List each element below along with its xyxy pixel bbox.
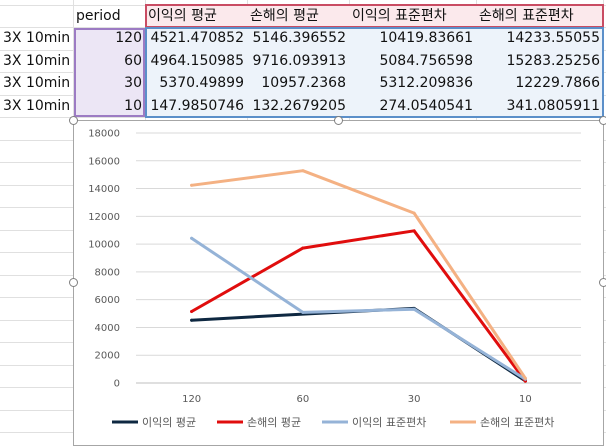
table-row: 3X 10min 60 4964.150985 9716.093913 5084… <box>0 50 606 73</box>
period-cell[interactable]: 120 <box>115 30 142 46</box>
y-tick-label: 2000 <box>95 351 120 362</box>
value-cell[interactable]: 341.0805911 <box>506 98 600 114</box>
chart-frame[interactable]: 0 2000 4000 6000 8000 10000 12000 14000 16000 180… <box>73 120 604 446</box>
range-highlight-values <box>145 27 604 118</box>
col-header-gain-std[interactable]: 이익의 표준편차 <box>352 8 447 24</box>
series-line-1[interactable] <box>190 306 527 383</box>
value-cell[interactable]: 10419.83661 <box>379 30 473 46</box>
data-point[interactable] <box>412 229 416 233</box>
x-tick-label: 120 <box>182 394 201 405</box>
x-tick-label: 10 <box>519 394 532 405</box>
data-point[interactable] <box>190 310 194 314</box>
value-cell[interactable]: 5312.209836 <box>379 75 473 91</box>
value-cell[interactable]: 12229.7866 <box>515 75 600 91</box>
data-point[interactable] <box>301 246 305 250</box>
value-cell[interactable]: 15283.25256 <box>506 53 600 69</box>
data-point[interactable] <box>190 183 194 187</box>
y-tick-label: 12000 <box>88 212 120 223</box>
y-tick-label: 10000 <box>88 240 120 251</box>
y-tick-label: 6000 <box>95 295 120 306</box>
resize-handle-top-left[interactable] <box>69 116 78 125</box>
y-tick-label: 8000 <box>95 267 120 278</box>
col-header-gain-mean[interactable]: 이익의 평균 <box>148 8 217 24</box>
series-line-4[interactable] <box>190 169 527 380</box>
row-name[interactable]: 3X 10min <box>3 75 71 91</box>
value-cell[interactable]: 4521.470852 <box>150 30 244 46</box>
header-row: period 이익의 평균 손해의 평균 이익의 표준편차 손해의 표준편차 <box>0 5 606 28</box>
data-point[interactable] <box>301 310 305 314</box>
x-tick-label: 60 <box>297 394 310 405</box>
legend-label[interactable]: 손해의 표준편차 <box>480 415 554 429</box>
data-point[interactable] <box>301 169 305 173</box>
row-name[interactable]: 3X 10min <box>3 53 71 69</box>
resize-handle-middle-left[interactable] <box>69 278 78 287</box>
x-tick-label: 30 <box>408 394 421 405</box>
value-cell[interactable]: 5370.49899 <box>159 75 244 91</box>
data-point[interactable] <box>190 318 194 322</box>
data-point[interactable] <box>412 307 416 311</box>
table-row: 3X 10min 10 147.9850746 132.2679205 274.… <box>0 95 606 118</box>
range-highlight-period <box>74 28 145 117</box>
value-cell[interactable]: 10957.2368 <box>261 75 346 91</box>
legend-label[interactable]: 이익의 평균 <box>142 416 196 429</box>
value-cell[interactable]: 274.0540541 <box>379 98 473 114</box>
value-cell[interactable]: 5146.396552 <box>252 30 346 46</box>
row-name[interactable]: 3X 10min <box>3 30 71 46</box>
resize-handle-top-center[interactable] <box>334 116 343 125</box>
y-tick-label: 18000 <box>88 129 120 140</box>
table-row: 3X 10min 120 4521.470852 5146.396552 104… <box>0 27 606 50</box>
period-cell[interactable]: 10 <box>124 98 142 114</box>
series-line-2[interactable] <box>190 229 527 383</box>
data-point[interactable] <box>190 236 194 240</box>
y-tick-label: 14000 <box>88 184 120 195</box>
resize-handle-top-right[interactable] <box>599 116 606 125</box>
table-row: 3X 10min 30 5370.49899 10957.2368 5312.2… <box>0 72 606 95</box>
value-cell[interactable]: 4964.150985 <box>150 53 244 69</box>
col-header-loss-std[interactable]: 손해의 표준편차 <box>479 8 574 24</box>
legend-label[interactable]: 이익의 표준편차 <box>352 416 426 429</box>
col-header-loss-mean[interactable]: 손해의 평균 <box>250 8 319 24</box>
y-tick-label: 4000 <box>95 323 120 334</box>
y-tick-label: 16000 <box>88 156 120 167</box>
period-header[interactable]: period <box>76 8 121 24</box>
resize-handle-middle-right[interactable] <box>599 278 606 287</box>
period-cell[interactable]: 30 <box>124 75 142 91</box>
period-cell[interactable]: 60 <box>124 53 142 69</box>
value-cell[interactable]: 147.9850746 <box>150 98 244 114</box>
data-point[interactable] <box>523 376 527 380</box>
value-cell[interactable]: 9716.093913 <box>252 53 346 69</box>
series-line-3[interactable] <box>190 236 527 381</box>
line-chart[interactable]: 0 2000 4000 6000 8000 10000 12000 14000 16000 180… <box>74 121 603 445</box>
value-cell[interactable]: 5084.756598 <box>379 53 473 69</box>
data-point[interactable] <box>412 211 416 215</box>
row-name[interactable]: 3X 10min <box>3 98 71 114</box>
legend-label[interactable]: 손해의 평균 <box>247 415 301 429</box>
y-tick-label: 0 <box>114 379 120 390</box>
value-cell[interactable]: 132.2679205 <box>252 98 346 114</box>
value-cell[interactable]: 14233.55055 <box>506 30 600 46</box>
